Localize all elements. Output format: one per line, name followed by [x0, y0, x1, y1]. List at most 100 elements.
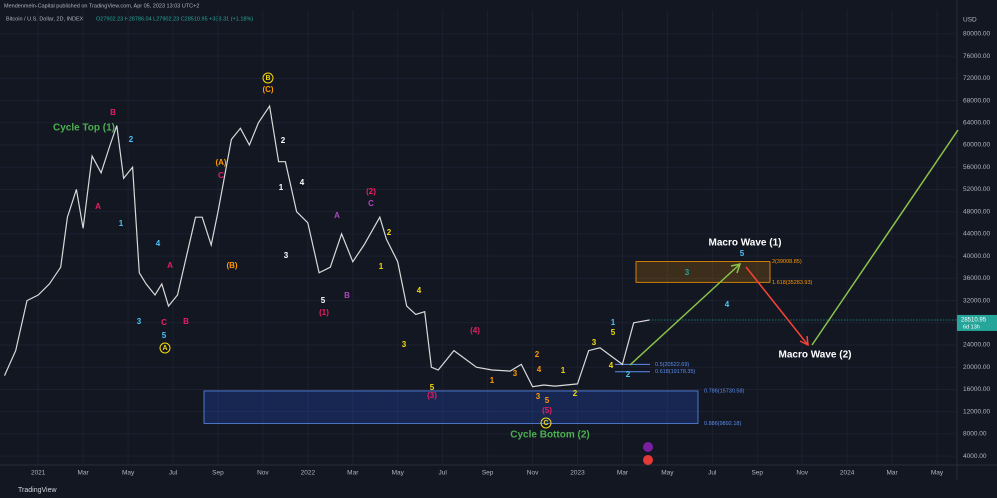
price-line	[3, 104, 650, 388]
arrow-head	[730, 262, 742, 274]
wave-label: Macro Wave (2)	[779, 350, 852, 361]
wave-label: A	[95, 202, 101, 211]
wave-circle	[262, 72, 274, 84]
wave-label: B	[344, 291, 350, 300]
wave-label: (5)	[542, 406, 552, 415]
x-tick-label: Mar	[347, 470, 359, 477]
wave-label: (2)	[366, 187, 376, 196]
wave-label: 2	[281, 136, 286, 145]
y-tick-label: 48000.00	[963, 208, 990, 215]
fib-label: 2(39008.85)	[772, 259, 802, 265]
x-tick-label: 2024	[840, 470, 855, 477]
y-tick-label: 32000.00	[963, 297, 990, 304]
x-tick-label: Mar	[78, 470, 90, 477]
arrow-head	[799, 335, 809, 347]
wave-label: (3)	[427, 391, 437, 400]
arrow-up	[629, 263, 741, 366]
x-tick-label: Jul	[708, 470, 717, 477]
x-tick-label: Jul	[169, 470, 178, 477]
wave-label: C	[368, 199, 374, 208]
wave-label: 5	[162, 331, 167, 340]
wave-label: 3	[284, 251, 289, 260]
wave-label: (A)	[215, 158, 226, 167]
event-icon	[643, 455, 653, 465]
y-tick-label: 68000.00	[963, 97, 990, 104]
y-tick-label: 36000.00	[963, 275, 990, 282]
x-tick-label: 2023	[570, 470, 585, 477]
wave-label: 3	[685, 268, 690, 277]
wave-label: 1	[379, 262, 384, 271]
wave-label: 4	[609, 361, 614, 370]
ohlc: O27902.23 H28786.04 L27902.23 C28510.95 …	[96, 16, 253, 22]
wave-label: C	[218, 171, 224, 180]
wave-label: 2	[129, 135, 134, 144]
symbol: Bitcoin / U.S. Dollar, 2D, INDEX	[6, 16, 84, 22]
y-tick-label: 80000.00	[963, 31, 990, 38]
wave-label: 2	[387, 228, 392, 237]
wave-label: 5	[740, 249, 745, 258]
y-tick-label: 76000.00	[963, 53, 990, 60]
y-tick-label: 60000.00	[963, 142, 990, 149]
wave-label: C	[543, 420, 548, 427]
x-tick-label: Sep	[212, 470, 224, 477]
projection-line	[811, 129, 959, 346]
wave-label: 3	[592, 338, 597, 347]
fib-label: 0.786(15730.58)	[704, 388, 745, 394]
x-tick-label: Nov	[527, 470, 539, 477]
wave-label: B	[265, 75, 270, 82]
wave-label: 2	[573, 389, 578, 398]
last-price-label: 28510.95	[961, 318, 987, 324]
wave-label: 2	[626, 370, 631, 379]
wave-label: Macro Wave (1)	[709, 238, 782, 249]
wave-label: 2	[535, 350, 540, 359]
wave-label: Cycle Top (1)	[53, 123, 115, 134]
wave-label: A	[167, 261, 173, 270]
wave-label: A	[162, 345, 167, 352]
wave-label: 3	[513, 369, 518, 378]
wave-label: B	[183, 317, 189, 326]
wave-label: 1	[561, 366, 566, 375]
wave-label: 1	[490, 376, 495, 385]
y-tick-label: 8000.00	[963, 431, 987, 438]
wave-label: 3	[137, 317, 142, 326]
wave-label: 3	[402, 340, 407, 349]
publisher: Mendenmeln-Capital published on TradingV…	[4, 3, 199, 9]
wave-label: 4	[156, 239, 161, 248]
wave-label: (B)	[226, 261, 237, 270]
wave-label: B	[110, 108, 116, 117]
y-tick-label: 52000.00	[963, 186, 990, 193]
footer-bar	[0, 482, 997, 498]
y-tick-label: 12000.00	[963, 408, 990, 415]
wave-label: 4	[300, 178, 305, 187]
wave-label: 4	[417, 286, 422, 295]
wave-label: 5	[430, 383, 435, 392]
y-tick-label: 64000.00	[963, 119, 990, 126]
y-tick-label: 72000.00	[963, 75, 990, 82]
footer-brand: TradingView	[18, 487, 57, 494]
fib-label: 0.886(9892.18)	[704, 421, 741, 427]
x-tick-label: Sep	[751, 470, 763, 477]
event-icon	[643, 442, 653, 452]
arrow-down	[745, 266, 809, 346]
x-tick-label: Jul	[439, 470, 448, 477]
x-tick-label: 2021	[31, 470, 46, 477]
y-tick-label: 40000.00	[963, 253, 990, 260]
wave-label: (C)	[262, 85, 273, 94]
y-tick-label: 20000.00	[963, 364, 990, 371]
x-tick-label: May	[931, 470, 944, 477]
wave-circle	[159, 342, 171, 354]
wave-circle	[540, 417, 552, 429]
plot: 4000.008000.0012000.0016000.0020000.0024…	[0, 10, 997, 477]
x-tick-label: May	[392, 470, 405, 477]
wave-label: 4	[725, 300, 730, 309]
wave-label: 1	[119, 219, 124, 228]
x-tick-label: Sep	[482, 470, 494, 477]
fib-zone	[203, 390, 699, 424]
wave-label: 1	[279, 183, 284, 192]
y-tick-label: 16000.00	[963, 386, 990, 393]
wave-label: Cycle Bottom (2)	[510, 430, 589, 441]
wave-label: 1	[611, 318, 616, 327]
x-tick-label: May	[122, 470, 135, 477]
last-price-tag	[957, 314, 997, 331]
